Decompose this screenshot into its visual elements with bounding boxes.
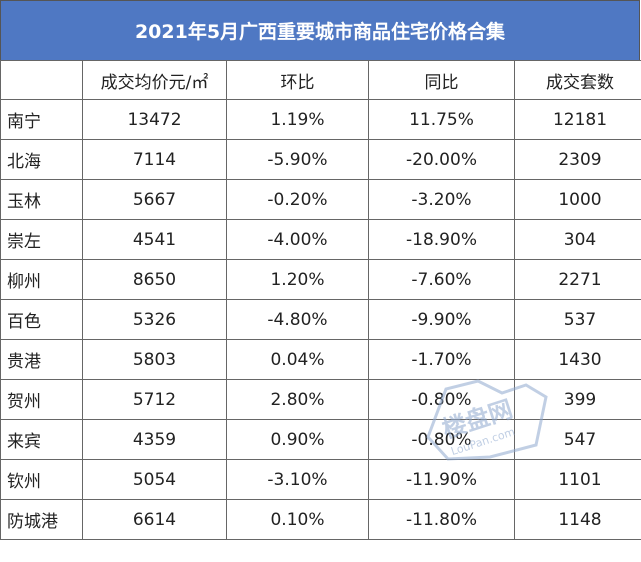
mom-cell: 0.10% <box>226 499 369 540</box>
header-cell-city <box>0 60 83 100</box>
header-cell-mom: 环比 <box>226 60 369 100</box>
avg-price-cell: 5712 <box>82 379 227 420</box>
units-cell: 1430 <box>514 339 641 380</box>
avg-price-cell: 4541 <box>82 219 227 260</box>
mom-cell: 0.04% <box>226 339 369 380</box>
avg-price-cell: 5326 <box>82 299 227 340</box>
price-table: 成交均价元/㎡ 环比 同比 成交套数 南宁 13472 1.19% 11.75% 121… <box>0 60 641 540</box>
avg-price-cell: 13472 <box>82 99 227 140</box>
yoy-cell: -9.90% <box>368 299 515 340</box>
mom-cell: -5.90% <box>226 139 369 180</box>
table-row: 钦州 5054 -3.10% -11.90% 1101 <box>0 459 641 500</box>
city-cell: 崇左 <box>0 219 83 260</box>
yoy-cell: -0.80% <box>368 379 515 420</box>
units-cell: 547 <box>514 419 641 460</box>
units-cell: 304 <box>514 219 641 260</box>
city-cell: 贺州 <box>0 379 83 420</box>
yoy-cell: -11.90% <box>368 459 515 500</box>
city-cell: 玉林 <box>0 179 83 220</box>
mom-cell: 1.19% <box>226 99 369 140</box>
yoy-cell: -3.20% <box>368 179 515 220</box>
city-cell: 柳州 <box>0 259 83 300</box>
units-cell: 537 <box>514 299 641 340</box>
yoy-cell: 11.75% <box>368 99 515 140</box>
mom-cell: 0.90% <box>226 419 369 460</box>
city-cell: 百色 <box>0 299 83 340</box>
city-cell: 防城港 <box>0 499 83 540</box>
table-row: 崇左 4541 -4.00% -18.90% 304 <box>0 219 641 260</box>
avg-price-cell: 5803 <box>82 339 227 380</box>
avg-price-cell: 8650 <box>82 259 227 300</box>
avg-price-cell: 5054 <box>82 459 227 500</box>
yoy-cell: -20.00% <box>368 139 515 180</box>
units-cell: 1148 <box>514 499 641 540</box>
mom-cell: -3.10% <box>226 459 369 500</box>
avg-price-cell: 5667 <box>82 179 227 220</box>
units-cell: 1000 <box>514 179 641 220</box>
table-row: 北海 7114 -5.90% -20.00% 2309 <box>0 139 641 180</box>
table-row: 柳州 8650 1.20% -7.60% 2271 <box>0 259 641 300</box>
yoy-cell: -0.80% <box>368 419 515 460</box>
mom-cell: -4.80% <box>226 299 369 340</box>
units-cell: 1101 <box>514 459 641 500</box>
table-row: 贵港 5803 0.04% -1.70% 1430 <box>0 339 641 380</box>
units-cell: 12181 <box>514 99 641 140</box>
mom-cell: 2.80% <box>226 379 369 420</box>
header-row: 成交均价元/㎡ 环比 同比 成交套数 <box>0 60 641 100</box>
units-cell: 399 <box>514 379 641 420</box>
city-cell: 北海 <box>0 139 83 180</box>
units-cell: 2271 <box>514 259 641 300</box>
table-row: 贺州 5712 2.80% -0.80% 399 <box>0 379 641 420</box>
yoy-cell: -11.80% <box>368 499 515 540</box>
table-row: 来宾 4359 0.90% -0.80% 547 <box>0 419 641 460</box>
city-cell: 贵港 <box>0 339 83 380</box>
city-cell: 南宁 <box>0 99 83 140</box>
mom-cell: -0.20% <box>226 179 369 220</box>
table-row: 玉林 5667 -0.20% -3.20% 1000 <box>0 179 641 220</box>
header-cell-yoy: 同比 <box>368 60 515 100</box>
mom-cell: -4.00% <box>226 219 369 260</box>
avg-price-cell: 6614 <box>82 499 227 540</box>
units-cell: 2309 <box>514 139 641 180</box>
avg-price-cell: 4359 <box>82 419 227 460</box>
city-cell: 钦州 <box>0 459 83 500</box>
mom-cell: 1.20% <box>226 259 369 300</box>
city-cell: 来宾 <box>0 419 83 460</box>
table-title: 2021年5月广西重要城市商品住宅价格合集 <box>0 0 640 60</box>
yoy-cell: -18.90% <box>368 219 515 260</box>
header-cell-avg-price: 成交均价元/㎡ <box>82 60 227 100</box>
yoy-cell: -1.70% <box>368 339 515 380</box>
table-row: 防城港 6614 0.10% -11.80% 1148 <box>0 499 641 540</box>
table-row: 百色 5326 -4.80% -9.90% 537 <box>0 299 641 340</box>
header-cell-units: 成交套数 <box>514 60 641 100</box>
avg-price-cell: 7114 <box>82 139 227 180</box>
yoy-cell: -7.60% <box>368 259 515 300</box>
table-row: 南宁 13472 1.19% 11.75% 12181 <box>0 99 641 140</box>
